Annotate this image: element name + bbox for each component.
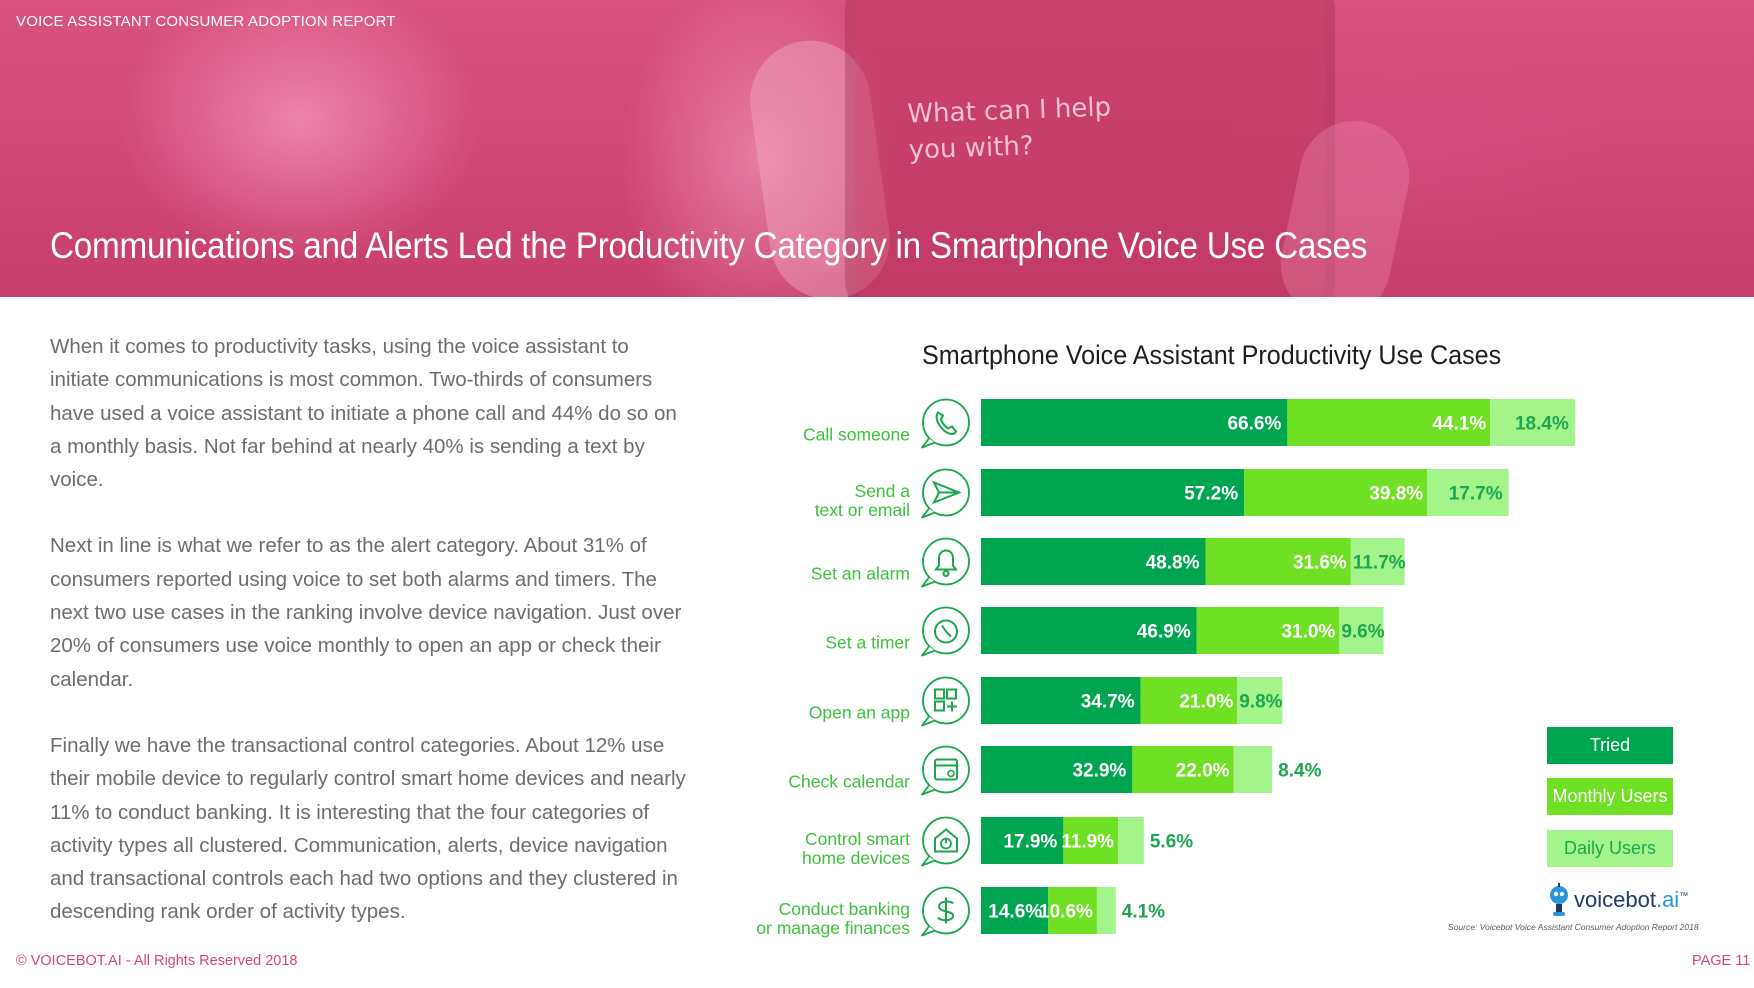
bar-tried <box>981 538 1206 585</box>
value-label-daily: 18.4% <box>1515 414 1569 435</box>
page-number: PAGE 11 <box>1692 953 1751 969</box>
bar-tried <box>981 817 1064 864</box>
legend-tried: Tried <box>1547 727 1673 764</box>
value-label-tried: 14.6% <box>988 902 1042 923</box>
value-label-monthly: 31.0% <box>1281 622 1335 643</box>
chart-title: Smartphone Voice Assistant Productivity … <box>922 340 1502 370</box>
bar-monthly <box>1196 607 1340 654</box>
bar-monthly <box>1287 399 1491 446</box>
bar-tried <box>981 469 1245 516</box>
bar-daily <box>1237 677 1283 724</box>
brand-name: voicebot <box>1574 887 1656 912</box>
voicebot-logo: voicebot.ai™ <box>1548 882 1688 918</box>
bar-daily <box>1427 469 1509 516</box>
value-label-daily: 9.6% <box>1341 622 1384 643</box>
body-paragraph-1: When it comes to productivity tasks, usi… <box>50 335 677 492</box>
category-label: Check calendar <box>788 772 910 792</box>
bar-monthly <box>1132 746 1234 793</box>
bar-daily <box>1096 887 1116 934</box>
bar-daily <box>1350 538 1405 585</box>
phone-icon <box>921 398 970 449</box>
calendar-icon <box>921 745 970 796</box>
footer-copyright: © VOICEBOT.AI - All Rights Reserved 2018 <box>16 953 298 969</box>
body-paragraph-3: Finally we have the transactional contro… <box>50 733 686 924</box>
category-label: Open an app <box>809 703 910 723</box>
bar-tried <box>981 399 1288 446</box>
bar-daily <box>1233 746 1273 793</box>
value-label-monthly: 21.0% <box>1179 692 1233 713</box>
legend-monthly-users: Monthly Users <box>1547 778 1673 815</box>
value-label-monthly: 11.9% <box>1061 832 1114 853</box>
value-label-tried: 34.7% <box>1081 692 1135 713</box>
bar-tried <box>981 607 1197 654</box>
bar-daily <box>1339 607 1384 654</box>
bar-monthly <box>1205 538 1351 585</box>
robot-mascot-icon <box>1548 882 1570 918</box>
bar-tried <box>981 746 1133 793</box>
bar-tried <box>981 887 1049 934</box>
value-label-tried: 48.8% <box>1146 553 1200 574</box>
value-label-tried: 46.9% <box>1137 622 1191 643</box>
value-label-daily: 5.6% <box>1150 832 1193 853</box>
dollar-icon <box>921 886 970 937</box>
value-label-tried: 32.9% <box>1072 761 1126 782</box>
bar-tried <box>981 677 1141 724</box>
report-name: VOICE ASSISTANT CONSUMER ADOPTION REPORT <box>16 13 396 30</box>
bar-monthly <box>1140 677 1238 724</box>
body-text: When it comes to productivity tasks, usi… <box>50 330 690 962</box>
smart-home-icon <box>921 816 970 867</box>
value-label-monthly: 22.0% <box>1176 761 1230 782</box>
value-label-daily: 11.7% <box>1353 553 1406 574</box>
category-label: Send a text or email <box>815 481 911 520</box>
value-label-monthly: 39.8% <box>1369 484 1423 505</box>
value-label-tried: 17.9% <box>1003 832 1057 853</box>
timer-icon <box>921 606 970 657</box>
body-paragraph-2: Next in line is what we refer to as the … <box>50 534 682 691</box>
bell-icon <box>921 537 970 588</box>
value-label-daily: 17.7% <box>1449 484 1503 505</box>
value-label-daily: 8.4% <box>1278 761 1321 782</box>
bar-monthly <box>1048 887 1097 934</box>
value-label-monthly: 10.6% <box>1039 902 1093 923</box>
category-label: Set a timer <box>825 633 910 653</box>
brand-wordmark: voicebot.ai™ <box>1574 887 1688 913</box>
value-label-tried: 66.6% <box>1227 414 1281 435</box>
app-grid-icon <box>921 676 970 727</box>
value-label-daily: 4.1% <box>1122 902 1165 923</box>
hero-banner: What can I help you with? VOICE ASSISTAN… <box>0 0 1754 297</box>
value-label-daily: 9.8% <box>1239 692 1282 713</box>
bar-daily <box>1118 817 1144 864</box>
value-label-monthly: 31.6% <box>1293 553 1347 574</box>
category-label: Conduct banking or manage finances <box>756 899 910 938</box>
brand-tm: ™ <box>1679 890 1689 901</box>
hero-phone-image <box>855 0 1325 297</box>
bar-daily <box>1490 399 1575 446</box>
bar-monthly <box>1244 469 1428 516</box>
bar-monthly <box>1063 817 1119 864</box>
page-title: Communications and Alerts Led the Produc… <box>50 225 1368 266</box>
brand-suffix: .ai <box>1655 887 1680 912</box>
send-icon <box>921 468 970 519</box>
category-label: Control smart home devices <box>802 829 910 868</box>
category-label: Set an alarm <box>811 564 910 584</box>
chart-source: Source: Voicebot Voice Assistant Consume… <box>1448 922 1699 932</box>
value-label-monthly: 44.1% <box>1432 414 1486 435</box>
legend-daily-users: Daily Users <box>1547 830 1673 867</box>
category-label: Call someone <box>803 425 910 445</box>
value-label-tried: 57.2% <box>1184 484 1238 505</box>
